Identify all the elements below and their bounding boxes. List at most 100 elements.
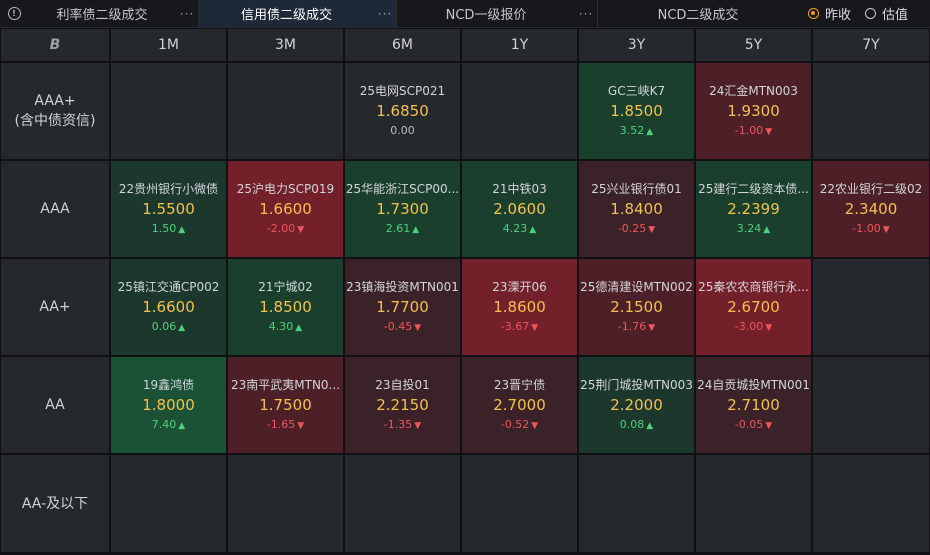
- tab-bar: ! 利率债二级成交 ··· 信用债二级成交 ··· NCD一级报价 ··· NC…: [0, 0, 930, 28]
- yield-change-value: 1.50: [151, 222, 177, 235]
- bond-name: 22农业银行二级02: [819, 182, 923, 196]
- empty-cell: [462, 63, 577, 159]
- yield-change: -3.67 ▼: [501, 318, 538, 336]
- row-header-rating: AA-及以下: [1, 455, 109, 552]
- column-header-1m: 1M: [111, 29, 226, 61]
- bond-yield: 1.8000: [142, 396, 195, 414]
- triangle-up-icon: ▲: [178, 421, 186, 431]
- bond-quote-cell[interactable]: 25镇江交通CP002 1.6600 0.06 ▲: [111, 259, 226, 355]
- empty-cell: [111, 455, 226, 552]
- triangle-down-icon: ▼: [297, 421, 305, 431]
- triangle-up-icon: ▲: [412, 225, 420, 235]
- bond-quote-cell[interactable]: 24自贡城投MTN001 2.7100 -0.05 ▼: [696, 357, 811, 453]
- bond-quote-cell[interactable]: 25荆门城投MTN003 2.2000 0.08 ▲: [579, 357, 694, 453]
- triangle-down-icon: ▼: [648, 225, 656, 235]
- row-header-line: AA-及以下: [21, 495, 89, 512]
- triangle-down-icon: ▼: [414, 323, 422, 333]
- bond-name: 24自贡城投MTN001: [697, 378, 810, 392]
- row-header-rating: AA: [1, 357, 109, 453]
- radio-unselected-icon: [864, 8, 876, 19]
- yield-change: 4.23 ▲: [503, 220, 536, 238]
- empty-cell: [696, 455, 811, 552]
- triangle-up-icon: ▲: [646, 127, 654, 137]
- more-icon[interactable]: ···: [578, 6, 594, 21]
- radio-valuation[interactable]: 估值: [864, 4, 908, 23]
- bond-name: 25电网SCP021: [359, 84, 446, 98]
- bond-quote-cell[interactable]: 25电网SCP021 1.6850 0.00: [345, 63, 460, 159]
- bond-name: GC三峡K7: [607, 84, 666, 98]
- yield-change: 0.08 ▲: [620, 416, 653, 434]
- radio-label: 昨收: [824, 8, 851, 23]
- yield-change-value: -0.05: [734, 418, 764, 431]
- bond-name: 25华能浙江SCP00...: [345, 182, 460, 196]
- more-icon[interactable]: ···: [377, 6, 393, 21]
- row-header-line: AA+: [39, 299, 71, 315]
- yield-change-value: -3.67: [500, 320, 530, 333]
- yield-change-value: -1.65: [266, 418, 296, 431]
- price-basis-radio-group: 昨收 估值: [807, 0, 908, 27]
- bond-yield: 1.7700: [376, 298, 429, 316]
- yield-change-value: -0.52: [500, 418, 530, 431]
- bond-quote-cell[interactable]: 25沪电力SCP019 1.6600 -2.00 ▼: [228, 161, 343, 257]
- bond-quote-cell[interactable]: GC三峡K7 1.8500 3.52 ▲: [579, 63, 694, 159]
- bond-yield: 1.8500: [259, 298, 312, 316]
- bond-name: 25建行二级资本债...: [698, 182, 809, 196]
- column-header-3m: 3M: [228, 29, 343, 61]
- tab-rates-bond-secondary[interactable]: 利率债二级成交 ···: [28, 0, 198, 27]
- bond-name: 23溧开06: [492, 280, 547, 294]
- bond-name: 25沪电力SCP019: [236, 182, 335, 196]
- bond-quote-cell[interactable]: 23自投01 2.2150 -1.35 ▼: [345, 357, 460, 453]
- bond-yield: 2.2150: [376, 396, 429, 414]
- yield-change-value: 2.61: [385, 222, 411, 235]
- radio-label: 估值: [881, 8, 908, 23]
- bond-name: 23自投01: [375, 378, 430, 392]
- bond-yield: 1.6850: [376, 102, 429, 120]
- tab-label: 利率债二级成交: [56, 8, 148, 23]
- bond-quote-cell[interactable]: 19鑫鸿债 1.8000 7.40 ▲: [111, 357, 226, 453]
- yield-change: 0.00: [390, 122, 415, 140]
- bond-name: 25荆门城投MTN003: [580, 378, 693, 392]
- bond-quote-cell[interactable]: 22贵州银行小微债 1.5500 1.50 ▲: [111, 161, 226, 257]
- bond-name: 25德清建设MTN002: [580, 280, 693, 294]
- bond-name: 19鑫鸿债: [142, 378, 195, 392]
- bond-quote-cell[interactable]: 22农业银行二级02 2.3400 -1.00 ▼: [813, 161, 929, 257]
- bond-quote-cell[interactable]: 25华能浙江SCP00... 1.7300 2.61 ▲: [345, 161, 460, 257]
- bond-quote-cell[interactable]: 23南平武夷MTN0... 1.7500 -1.65 ▼: [228, 357, 343, 453]
- bond-name: 22贵州银行小微债: [118, 182, 219, 196]
- yield-change: -3.00 ▼: [735, 318, 772, 336]
- yield-change-value: 0.06: [151, 320, 177, 333]
- bond-quote-cell[interactable]: 25建行二级资本债... 2.2399 3.24 ▲: [696, 161, 811, 257]
- row-header-rating: AAA: [1, 161, 109, 257]
- bond-quote-cell[interactable]: 25兴业银行债01 1.8400 -0.25 ▼: [579, 161, 694, 257]
- column-header-3y: 3Y: [579, 29, 694, 61]
- bond-yield: 1.7300: [376, 200, 429, 218]
- bond-quote-cell[interactable]: 21宁城02 1.8500 4.30 ▲: [228, 259, 343, 355]
- triangle-down-icon: ▼: [765, 127, 773, 137]
- yield-change-value: -1.76: [617, 320, 647, 333]
- bond-quote-cell[interactable]: 21中铁03 2.0600 4.23 ▲: [462, 161, 577, 257]
- tab-credit-bond-secondary[interactable]: 信用债二级成交 ···: [199, 0, 396, 27]
- yield-change-value: 0.08: [619, 418, 645, 431]
- bond-yield: 1.8600: [493, 298, 546, 316]
- empty-cell: [813, 455, 929, 552]
- tab-ncd-primary-quote[interactable]: NCD一级报价 ···: [397, 0, 597, 27]
- bond-name: 25镇江交通CP002: [117, 280, 220, 294]
- info-icon[interactable]: !: [0, 0, 28, 27]
- tab-label: NCD一级报价: [445, 8, 527, 23]
- yield-change: -1.00 ▼: [735, 122, 772, 140]
- empty-cell: [579, 455, 694, 552]
- yield-change-value: 3.24: [736, 222, 762, 235]
- tab-label: 信用债二级成交: [240, 8, 332, 23]
- bond-quote-cell[interactable]: 25德清建设MTN002 2.1500 -1.76 ▼: [579, 259, 694, 355]
- row-header-line: AAA+: [34, 93, 76, 109]
- bond-quote-cell[interactable]: 25秦农农商银行永... 2.6700 -3.00 ▼: [696, 259, 811, 355]
- tab-ncd-secondary[interactable]: NCD二级成交: [598, 0, 798, 27]
- yield-change-value: -0.45: [383, 320, 413, 333]
- more-icon[interactable]: ···: [179, 6, 195, 21]
- radio-prev-close[interactable]: 昨收: [807, 4, 851, 23]
- bond-quote-cell[interactable]: 23镇海投资MTN001 1.7700 -0.45 ▼: [345, 259, 460, 355]
- bond-quote-cell[interactable]: 24汇金MTN003 1.9300 -1.00 ▼: [696, 63, 811, 159]
- bond-yield: 1.5500: [142, 200, 195, 218]
- bond-quote-cell[interactable]: 23晋宁债 2.7000 -0.52 ▼: [462, 357, 577, 453]
- bond-quote-cell[interactable]: 23溧开06 1.8600 -3.67 ▼: [462, 259, 577, 355]
